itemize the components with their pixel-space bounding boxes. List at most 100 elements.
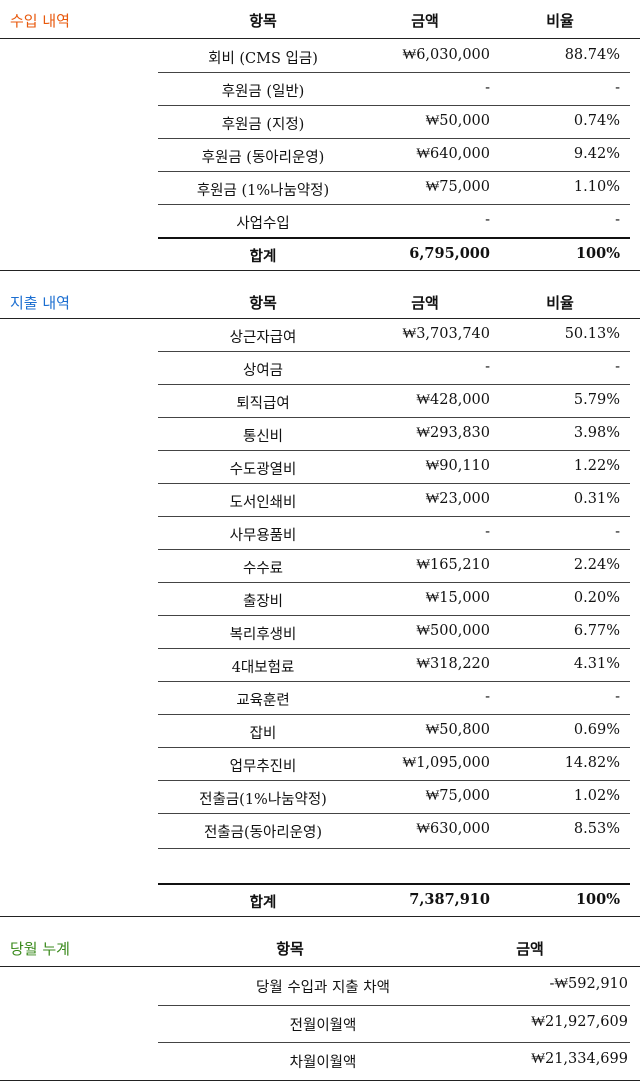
expense-ratio: 0.69%: [573, 722, 620, 738]
income-col-ratio: 비율: [546, 12, 574, 30]
expense-amount: -: [485, 359, 490, 375]
expense-row: 수도광열비 ₩90,110 1.22%: [158, 451, 630, 484]
expense-ratio: 1.02%: [573, 788, 620, 804]
expense-amount: ₩1,095,000: [402, 755, 490, 771]
income-header-rule: [0, 38, 640, 39]
cumulative-col-item: 항목: [276, 940, 304, 958]
income-ratio: -: [615, 80, 620, 96]
expense-item: 상여금: [242, 363, 284, 379]
expense-total-label: 합계: [249, 894, 277, 911]
total-rule: [158, 883, 630, 885]
expense-total-amount: 7,387,910: [409, 891, 490, 908]
cumulative-end-rule: [0, 1080, 640, 1081]
income-total-label: 합계: [249, 248, 277, 265]
income-ratio: 88.74%: [564, 47, 620, 63]
row-divider: [158, 384, 630, 385]
expense-item: 전출금(1%나눔약정): [199, 792, 327, 808]
row-divider: [158, 1042, 630, 1043]
expense-item: 수수료: [242, 561, 284, 577]
row-divider: [158, 72, 630, 73]
expense-amount: ₩15,000: [425, 590, 490, 606]
income-item: 회비 (CMS 입금): [208, 51, 318, 67]
expense-amount: -: [485, 524, 490, 540]
income-total-amount: 6,795,000: [409, 245, 490, 262]
row-divider: [158, 747, 630, 748]
expense-col-ratio: 비율: [546, 294, 574, 312]
income-row: 후원금 (동아리운영) ₩640,000 9.42%: [158, 139, 630, 172]
cumulative-col-amount: 금액: [516, 940, 544, 958]
expense-item: 출장비: [242, 594, 284, 610]
expense-ratio: 4.31%: [573, 656, 620, 672]
expense-row: 잡비 ₩50,800 0.69%: [158, 715, 630, 748]
income-amount: ₩640,000: [416, 146, 490, 162]
expense-row: 4대보험료 ₩318,220 4.31%: [158, 649, 630, 682]
expense-item: 통신비: [242, 429, 284, 445]
expense-ratio: 14.82%: [564, 755, 620, 771]
expense-row: 복리후생비 ₩500,000 6.77%: [158, 616, 630, 649]
expense-total-ratio: 100%: [575, 891, 620, 908]
expense-total-row: 합계 7,387,910 100%: [158, 884, 630, 917]
cumulative-row: 전월이월액 ₩21,927,609: [158, 1006, 630, 1042]
income-total-ratio: 100%: [575, 245, 620, 262]
expense-amount: ₩630,000: [416, 821, 490, 837]
expense-ratio: -: [615, 524, 620, 540]
income-item: 후원금 (지정): [221, 117, 305, 133]
expense-item: 복리후생비: [229, 627, 297, 643]
expense-row: 전출금(1%나눔약정) ₩75,000 1.02%: [158, 781, 630, 814]
expense-col-amount: 금액: [411, 294, 439, 312]
expense-amount: ₩293,830: [416, 425, 490, 441]
expense-item: 업무추진비: [229, 759, 297, 775]
row-divider: [158, 171, 630, 172]
expense-item: 수도광열비: [229, 462, 297, 478]
expense-ratio: -: [615, 359, 620, 375]
expense-amount: ₩3,703,740: [402, 326, 490, 342]
income-item: 후원금 (일반): [221, 84, 305, 100]
expense-amount: ₩75,000: [425, 788, 490, 804]
expense-item: 상근자급여: [229, 330, 297, 346]
cumulative-header: 당월 누계 항목 금액: [0, 932, 640, 962]
income-end-rule: [0, 270, 640, 271]
expense-end-rule: [0, 916, 640, 917]
cumulative-amount: ₩21,334,699: [531, 1051, 628, 1067]
row-divider: [158, 848, 630, 849]
income-row: 회비 (CMS 입금) ₩6,030,000 88.74%: [158, 40, 630, 73]
expense-ratio: 50.13%: [564, 326, 620, 342]
cumulative-header-rule: [0, 966, 640, 967]
expense-ratio: 8.53%: [573, 821, 620, 837]
expense-row: 업무추진비 ₩1,095,000 14.82%: [158, 748, 630, 781]
expense-header: 지출 내역 항목 금액 비율: [0, 286, 640, 316]
cumulative-amount: ₩21,927,609: [531, 1014, 628, 1030]
income-item: 후원금 (1%나눔약정): [196, 183, 330, 199]
income-amount: ₩6,030,000: [402, 47, 490, 63]
expense-amount: ₩318,220: [416, 656, 490, 672]
income-amount: ₩50,000: [425, 113, 490, 129]
cumulative-amount: -₩592,910: [549, 976, 628, 992]
income-total-row: 합계 6,795,000 100%: [158, 238, 630, 271]
income-section-title: 수입 내역: [10, 12, 70, 30]
income-ratio: 1.10%: [573, 179, 620, 195]
cumulative-item: 전월이월액: [289, 1018, 357, 1034]
income-row: 후원금 (지정) ₩50,000 0.74%: [158, 106, 630, 139]
expense-header-rule: [0, 318, 640, 319]
income-col-amount: 금액: [411, 12, 439, 30]
expense-ratio: 6.77%: [573, 623, 620, 639]
expense-ratio: 1.22%: [573, 458, 620, 474]
expense-amount: ₩50,800: [425, 722, 490, 738]
income-row: 후원금 (일반) - -: [158, 73, 630, 106]
row-divider: [158, 813, 630, 814]
income-row: 사업수입 - -: [158, 205, 630, 238]
row-divider: [158, 417, 630, 418]
income-amount: ₩75,000: [425, 179, 490, 195]
row-divider: [158, 615, 630, 616]
expense-ratio: 5.79%: [573, 392, 620, 408]
income-item: 후원금 (동아리운영): [201, 150, 325, 166]
income-ratio: 9.42%: [573, 146, 620, 162]
expense-amount: ₩500,000: [416, 623, 490, 639]
expense-amount: ₩165,210: [416, 557, 490, 573]
expense-row: 출장비 ₩15,000 0.20%: [158, 583, 630, 616]
expense-item: 도서인쇄비: [229, 495, 297, 511]
cumulative-row: 당월 수입과 지출 차액 -₩592,910: [158, 968, 630, 1004]
expense-item: 4대보험료: [231, 660, 295, 676]
expense-item: 전출금(동아리운영): [203, 825, 323, 841]
cumulative-item: 당월 수입과 지출 차액: [256, 980, 390, 996]
